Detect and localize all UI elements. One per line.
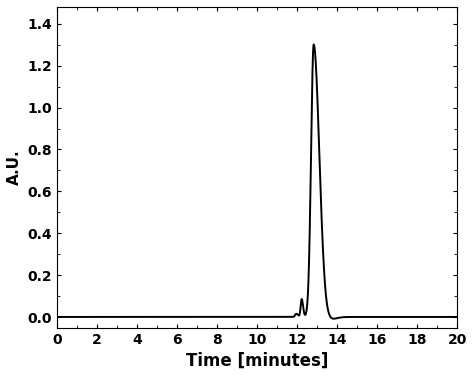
X-axis label: Time [minutes]: Time [minutes] [186, 352, 328, 370]
Y-axis label: A.U.: A.U. [7, 149, 22, 185]
